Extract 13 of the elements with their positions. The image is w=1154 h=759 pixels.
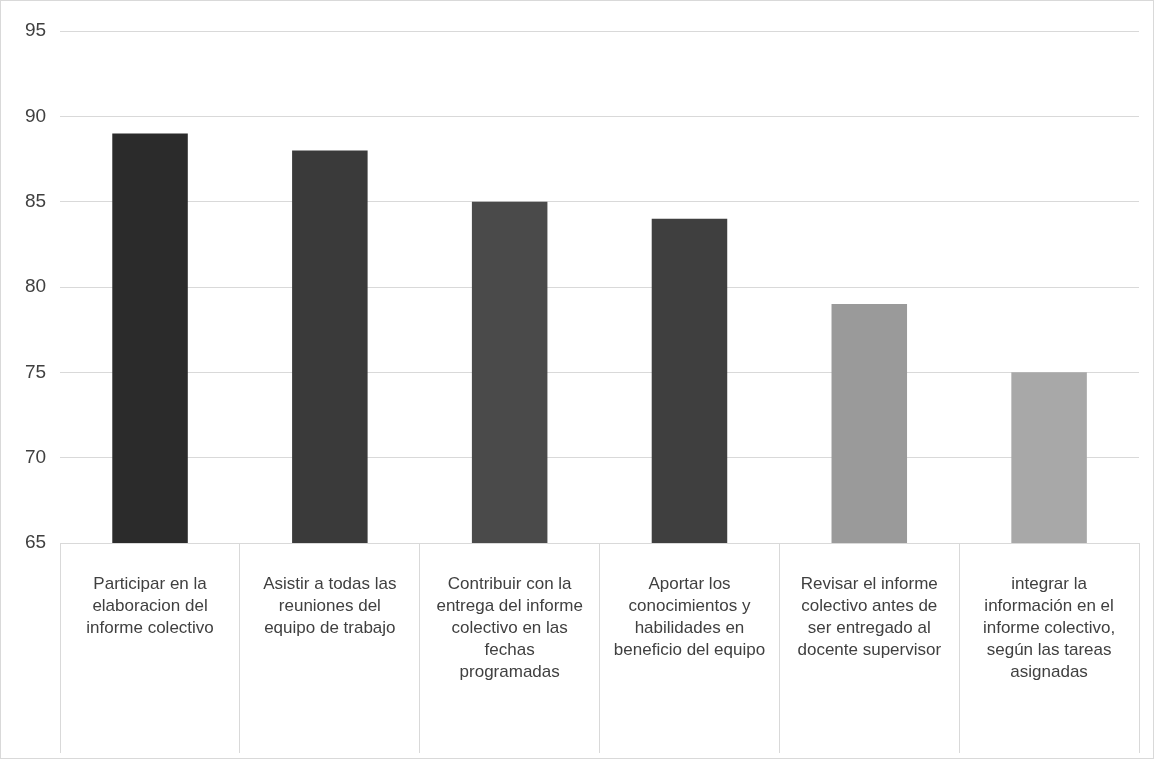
y-tick-label: 70: [24, 445, 47, 467]
x-tick-label: Aportar los conocimientos y habilidades en beneficio del equipo: [613, 573, 766, 660]
x-tick-label: Contribuir con la entrega del informe colectivo en las fechas programadas: [436, 573, 583, 682]
y-tick-label: 75: [24, 360, 47, 382]
x-tick-label: integrar la información en el informe colectivo, según las tareas asignadas: [982, 573, 1116, 682]
x-tick-label: Revisar el informe colectivo antes de ser entregado al docente supervisor: [797, 573, 942, 660]
x-tick-label: Participar en la elaboracion del informe colectivo: [86, 573, 214, 637]
y-tick-label: 65: [24, 531, 47, 553]
y-tick-label: 90: [24, 104, 47, 126]
y-tick-label: 95: [24, 19, 47, 41]
y-tick-label: 85: [24, 189, 47, 211]
y-tick-label: 80: [24, 275, 47, 297]
x-tick-label: Asistir a todas las reuniones del equipo de trabajo: [263, 573, 397, 637]
